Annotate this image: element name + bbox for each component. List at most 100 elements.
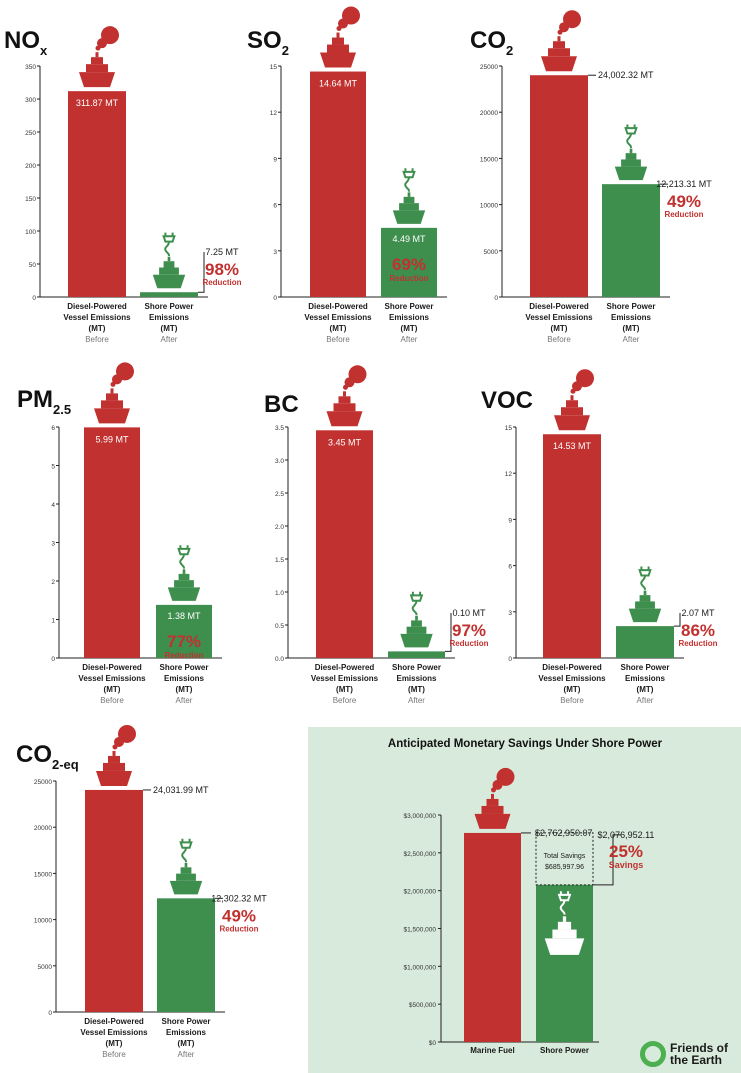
ship-mast bbox=[112, 750, 116, 756]
y-tick-label: 6 bbox=[273, 203, 277, 210]
ship-mast bbox=[570, 395, 574, 401]
ship-deck bbox=[159, 267, 179, 275]
ship-deck bbox=[399, 203, 419, 211]
category-label: Shore Power bbox=[392, 663, 441, 672]
value-label-shore: 7.25 MT bbox=[205, 247, 239, 257]
y-tick-label: 3.0 bbox=[275, 458, 284, 465]
logo-text: Friends of the Earth bbox=[670, 1042, 728, 1066]
y-tick-label: 2.5 bbox=[275, 491, 284, 498]
ship-bridge bbox=[557, 921, 572, 930]
reduction-label: Reduction bbox=[449, 639, 488, 648]
ship-deck bbox=[103, 762, 125, 771]
reduction-label: Reduction bbox=[664, 210, 703, 219]
y-tick-label: $3,000,000 bbox=[403, 813, 436, 820]
value-label-diesel: 24,031.99 MT bbox=[153, 785, 209, 795]
ship-bridge bbox=[163, 261, 175, 268]
bar-shore bbox=[616, 626, 674, 658]
ship-bridge bbox=[106, 393, 118, 401]
plug-icon bbox=[162, 232, 176, 257]
y-tick-label: $1,000,000 bbox=[403, 964, 436, 971]
y-tick-label: 0.0 bbox=[275, 656, 284, 663]
chart-title-subscript: 2-eq bbox=[52, 757, 79, 772]
category-sublabel: After bbox=[161, 335, 178, 344]
category-label: (MT) bbox=[551, 324, 568, 333]
plug-icon bbox=[177, 545, 191, 569]
plug-icon bbox=[402, 168, 416, 192]
y-tick-label: 1.0 bbox=[275, 590, 284, 597]
category-sublabel: Before bbox=[326, 335, 350, 344]
category-label: Shore Power bbox=[160, 663, 209, 672]
category-label: Diesel-Powered bbox=[308, 302, 368, 311]
category-label: (MT) bbox=[178, 1039, 195, 1048]
category-label: Vessel Emissions bbox=[538, 674, 606, 683]
plug-shape bbox=[402, 168, 416, 192]
savings-percent: 25% bbox=[609, 842, 643, 861]
smoke-puff bbox=[114, 736, 124, 747]
smoke-puff bbox=[97, 38, 107, 49]
y-tick-label: 12 bbox=[505, 471, 513, 478]
y-tick-label: 15 bbox=[505, 425, 513, 432]
plug-icon bbox=[409, 591, 424, 616]
ship-icon bbox=[614, 148, 648, 181]
bar-shore bbox=[140, 292, 198, 297]
category-sublabel: After bbox=[637, 696, 654, 705]
total-savings-label: Total Savings bbox=[544, 853, 586, 860]
chart-title-main: VOC bbox=[481, 387, 533, 414]
smoke-icon bbox=[95, 26, 119, 51]
leader-line bbox=[445, 613, 452, 652]
ship-hull bbox=[614, 166, 648, 181]
chart-title: BC bbox=[264, 391, 299, 418]
logo: Friends of the Earth bbox=[640, 1041, 728, 1067]
chart-title: PM2.5 bbox=[17, 386, 71, 417]
ship-hull bbox=[628, 608, 662, 623]
ship-bridge bbox=[411, 620, 422, 627]
y-tick-label: 0 bbox=[48, 1010, 52, 1017]
y-tick-label: 250 bbox=[25, 130, 36, 137]
reduction-label: Reduction bbox=[219, 924, 258, 933]
category-label: Emissions bbox=[625, 674, 666, 683]
chart-title-subscript: 2.5 bbox=[53, 402, 71, 417]
value-label-marine-fuel: $2,762,950.07 bbox=[535, 828, 593, 838]
value-label-shore: 4.49 MT bbox=[392, 234, 426, 244]
category-label: (MT) bbox=[564, 685, 581, 694]
y-tick-label: 15 bbox=[270, 64, 278, 71]
y-tick-label: 20000 bbox=[480, 110, 498, 117]
chart-title-main: CO bbox=[16, 741, 52, 768]
value-label-shore: 12,213.31 MT bbox=[656, 179, 712, 189]
bar-shore-power bbox=[536, 884, 593, 1042]
y-tick-label: 12 bbox=[270, 110, 278, 117]
ship-bridge bbox=[625, 153, 637, 160]
chart-title-main: SO bbox=[247, 27, 282, 54]
category-sublabel: After bbox=[401, 335, 418, 344]
savings-title: Anticipated Monetary Savings Under Shore… bbox=[388, 738, 663, 750]
y-tick-label: 0 bbox=[51, 656, 55, 663]
smoke-icon bbox=[112, 724, 136, 750]
smoke-icon bbox=[491, 767, 515, 793]
ship-icon bbox=[326, 391, 363, 427]
ship-icon bbox=[167, 569, 201, 601]
y-tick-label: $2,500,000 bbox=[403, 851, 436, 858]
y-tick-label: 6 bbox=[508, 564, 512, 571]
value-label-shore: 12,302.32 MT bbox=[211, 893, 267, 903]
smoke-puff bbox=[112, 744, 118, 750]
reduction-percent: 49% bbox=[667, 192, 701, 211]
category-label: Emissions bbox=[611, 313, 652, 322]
y-tick-label: $500,000 bbox=[409, 1002, 436, 1009]
y-tick-label: 25000 bbox=[480, 64, 498, 71]
category-sublabel: After bbox=[408, 696, 425, 705]
plug-shape bbox=[177, 545, 191, 569]
y-tick-label: 9 bbox=[508, 517, 512, 524]
plug-icon bbox=[557, 891, 572, 915]
ship-deck bbox=[176, 873, 196, 881]
ship-hull bbox=[152, 274, 186, 289]
smoke-puff bbox=[559, 22, 569, 33]
plug-shape bbox=[179, 838, 193, 863]
leader-line bbox=[198, 252, 205, 293]
y-tick-label: 350 bbox=[25, 64, 36, 71]
ship-hull bbox=[326, 411, 363, 427]
smoke-icon bbox=[570, 369, 594, 394]
category-sublabel: Before bbox=[100, 696, 124, 705]
chart-title-main: NO bbox=[4, 27, 40, 54]
ship-hull bbox=[96, 770, 132, 786]
